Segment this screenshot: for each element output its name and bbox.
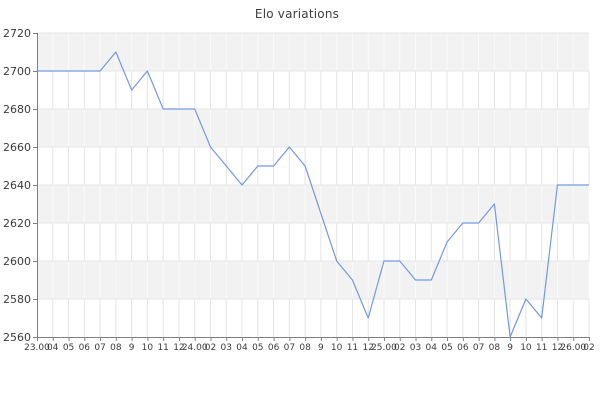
y-tick-label: 2620 [3,217,31,230]
x-tick-label: 12 [173,343,184,353]
x-tick-label: 06 [268,343,280,353]
x-tick-label: 02 [205,343,216,353]
x-tick-label: 05 [63,343,74,353]
x-tick-label: 10 [142,343,154,353]
x-tick-label: 11 [536,343,547,353]
x-tick-label: 25.00 [371,343,397,353]
x-tick-label: 03 [221,343,232,353]
x-tick-label: 04 [426,343,438,353]
x-tick-label: 03 [410,343,421,353]
horizontal-grid-layer [37,32,589,300]
x-tick-label: 12 [552,343,563,353]
y-tick-labels: 2560 2580 2600 2620 2640 2660 2680 2700 2720 [3,27,31,344]
x-tick-label: 10 [331,343,343,353]
x-tick-label: 02 [583,343,594,353]
y-tick-label: 2680 [3,103,31,116]
x-tick-label: 08 [489,343,501,353]
x-tick-label: 06 [79,343,91,353]
x-tick-label: 06 [457,343,469,353]
x-tick-label: 23.00 [24,343,50,353]
y-tick-label: 2700 [3,65,31,78]
x-tick-label: 05 [441,343,452,353]
vertical-grid-layer [52,33,590,337]
x-tick-label: 08 [299,343,311,353]
y-tick-label: 2660 [3,141,31,154]
x-tick-label: 24.00 [182,343,208,353]
x-tick-label: 11 [347,343,358,353]
x-tick-label: 04 [236,343,248,353]
x-tick-label: 26.00 [560,343,586,353]
x-tick-label: 07 [473,343,484,353]
x-tick-label: 02 [394,343,405,353]
x-tick-label: 07 [94,343,105,353]
x-tick-label: 9 [318,343,324,353]
chart-title: Elo variations [254,7,340,21]
y-tick-label: 2640 [3,179,31,192]
y-tick-label: 2600 [3,255,31,268]
x-tick-label: 9 [129,343,135,353]
y-tick-label: 2580 [3,293,31,306]
x-tick-label: 9 [507,343,513,353]
x-tick-label: 08 [110,343,122,353]
x-tick-label: 05 [252,343,263,353]
x-tick-label: 04 [47,343,59,353]
x-tick-label: 07 [284,343,295,353]
x-tick-label: 11 [157,343,168,353]
y-tick-label: 2560 [3,331,31,344]
series-line [37,51,589,338]
x-tick-label: 12 [362,343,373,353]
bands-layer [37,33,589,337]
y-tick-label: 2720 [3,27,31,40]
axes-layer [33,33,590,341]
x-tick-label: 10 [520,343,532,353]
